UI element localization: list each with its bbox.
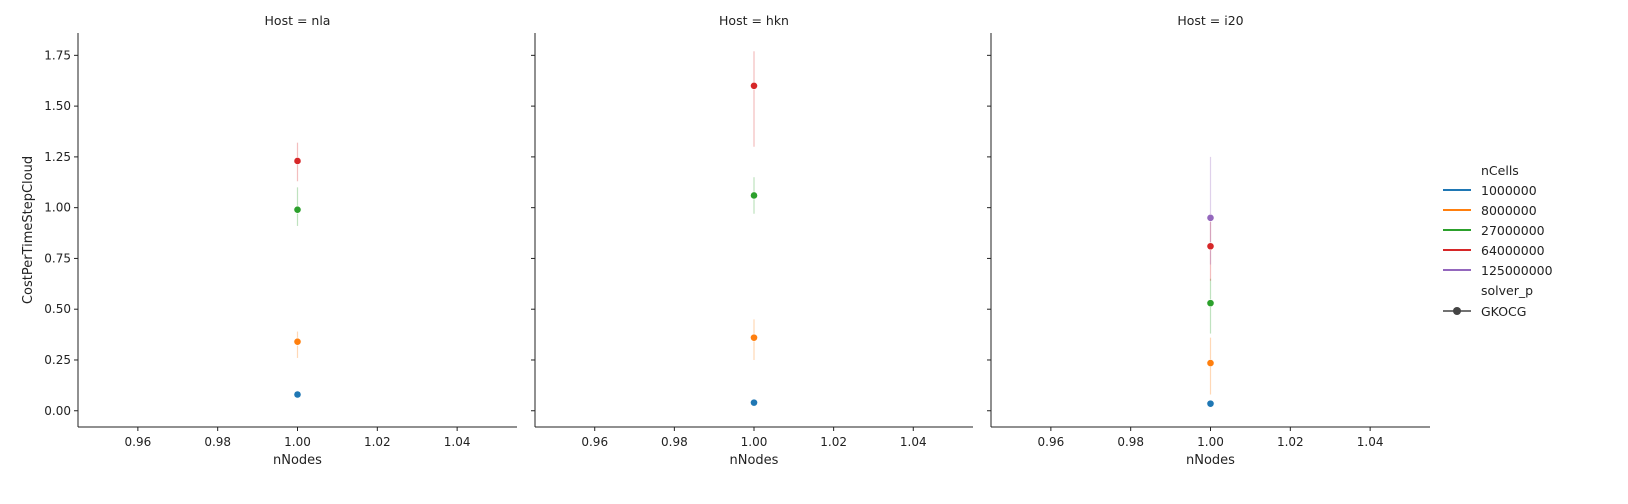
x-tick-label: 0.96 xyxy=(125,435,152,449)
data-point-1000000 xyxy=(1206,399,1215,408)
y-axis-title: CostPerTimeStepCloud xyxy=(21,156,36,304)
data-point-8000000 xyxy=(1206,359,1215,367)
legend-label-64000000: 64000000 xyxy=(1481,243,1545,258)
x-tick-label: 0.98 xyxy=(204,435,231,449)
data-point-64000000 xyxy=(1206,242,1215,251)
legend-label-GKOCG: GKOCG xyxy=(1481,304,1526,319)
x-axis-title: nNodes xyxy=(730,453,779,468)
x-tick-label: 1.02 xyxy=(364,435,391,449)
data-point-64000000 xyxy=(293,157,302,165)
x-tick-label: 1.00 xyxy=(1197,435,1224,449)
x-tick-label: 0.98 xyxy=(661,435,688,449)
panel-title: Host = i20 xyxy=(1177,13,1243,28)
data-point-1000000 xyxy=(750,398,758,407)
panel-title: Host = nla xyxy=(265,13,331,28)
x-tick-label: 1.02 xyxy=(1277,435,1304,449)
y-tick-label: 1.50 xyxy=(44,99,71,113)
legend-marker-GKOCG xyxy=(1453,307,1461,315)
panel-title: Host = hkn xyxy=(719,13,789,28)
data-point-27000000 xyxy=(293,205,302,214)
data-point-125000000 xyxy=(1206,213,1215,222)
data-point-27000000 xyxy=(750,191,758,200)
legend-title-solver: solver_p xyxy=(1481,283,1533,298)
legend-label-27000000: 27000000 xyxy=(1481,223,1545,238)
x-tick-label: 1.00 xyxy=(741,435,768,449)
y-tick-label: 0.50 xyxy=(44,302,71,316)
y-tick-label: 0.25 xyxy=(44,353,71,367)
x-axis-title: nNodes xyxy=(273,453,322,468)
x-tick-label: 1.04 xyxy=(900,435,927,449)
legend-label-125000000: 125000000 xyxy=(1481,263,1553,278)
x-axis-title: nNodes xyxy=(1186,453,1235,468)
x-tick-label: 1.00 xyxy=(284,435,311,449)
legend-title-ncells: nCells xyxy=(1481,163,1519,178)
y-tick-label: 1.25 xyxy=(44,150,71,164)
y-tick-label: 0.75 xyxy=(44,251,71,265)
x-tick-label: 0.96 xyxy=(1038,435,1065,449)
data-point-64000000 xyxy=(750,81,758,90)
x-tick-label: 0.96 xyxy=(581,435,608,449)
data-point-1000000 xyxy=(293,390,302,399)
x-tick-label: 1.04 xyxy=(1357,435,1384,449)
data-point-8000000 xyxy=(293,337,302,346)
x-tick-label: 1.04 xyxy=(444,435,471,449)
x-tick-label: 0.98 xyxy=(1117,435,1144,449)
y-tick-label: 0.00 xyxy=(44,404,71,418)
legend-label-8000000: 8000000 xyxy=(1481,203,1537,218)
y-tick-label: 1.00 xyxy=(44,201,71,215)
legend-label-1000000: 1000000 xyxy=(1481,183,1537,198)
y-tick-label: 1.75 xyxy=(44,48,71,62)
data-point-8000000 xyxy=(750,333,758,342)
x-tick-label: 1.02 xyxy=(820,435,847,449)
data-point-27000000 xyxy=(1206,299,1215,308)
